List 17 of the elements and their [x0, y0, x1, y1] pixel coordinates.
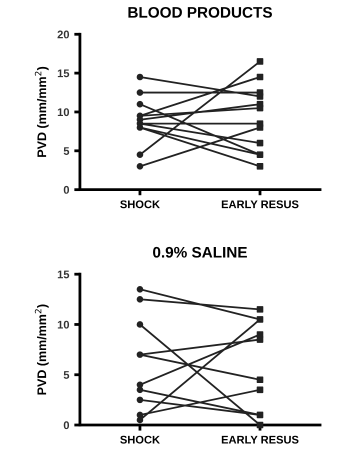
y-tick-label: 10: [58, 320, 70, 329]
x-tick-label: EARLY RESUS: [222, 200, 298, 208]
y-tick-label: 5: [64, 371, 70, 379]
y-axis-title: PVD (mm/mm$^{2}$): [34, 304, 49, 395]
y-tick-label: 0: [64, 186, 70, 194]
y-tick-label: 0: [64, 421, 70, 430]
x-tick-label: EARLY RESUS: [222, 436, 298, 444]
x-tick-label: SHOCK: [120, 200, 160, 208]
x-tick-label: SHOCK: [120, 436, 160, 444]
chart-title: 0.9% SALINE: [153, 246, 247, 258]
y-tick-label: 10: [58, 108, 70, 116]
y-axis-title: PVD (mm/mm$^{2}$): [34, 66, 49, 157]
y-tick-label: 5: [64, 147, 70, 155]
y-tick-label: 15: [58, 70, 70, 78]
chart-title: BLOOD PRODUCTS: [128, 6, 272, 18]
y-tick-label: 15: [58, 270, 70, 278]
y-tick-label: 20: [58, 30, 70, 38]
